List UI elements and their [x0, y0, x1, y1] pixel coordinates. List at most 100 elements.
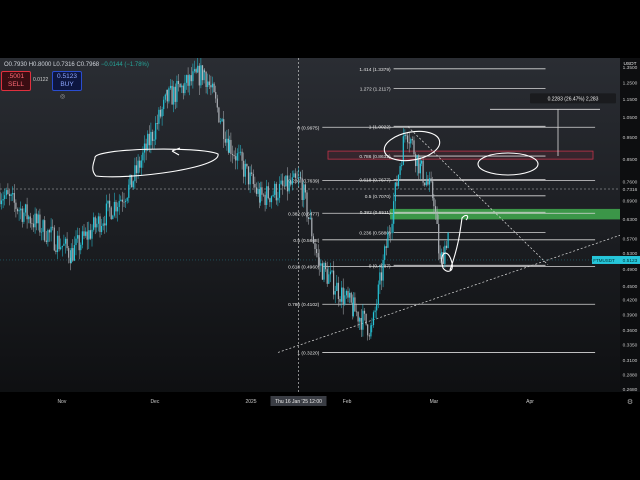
candle-body — [275, 183, 277, 201]
candle-body — [296, 177, 298, 179]
candle-body — [73, 245, 75, 261]
candle-body — [131, 174, 133, 188]
candle-body — [274, 183, 276, 195]
candle-body — [151, 131, 154, 141]
price-tick: 0.6300 — [623, 217, 638, 223]
last-price-value: 0.5123 — [623, 258, 638, 264]
candle-body — [125, 200, 127, 202]
candle-body — [94, 217, 96, 228]
price-axis — [620, 58, 640, 410]
candle-body — [270, 196, 273, 203]
settings-gear-icon[interactable]: ⚙ — [627, 398, 633, 406]
candle-body — [257, 189, 259, 194]
candle-body — [264, 194, 266, 205]
candle-body — [266, 186, 268, 205]
candle-body — [12, 193, 14, 195]
candle-body — [203, 70, 206, 72]
candle-body — [255, 187, 258, 194]
candle-body — [341, 287, 343, 302]
candle-body — [24, 204, 27, 213]
candle-body — [350, 292, 352, 303]
candle-body — [224, 139, 226, 143]
candle-body — [339, 299, 341, 302]
candle-body — [382, 259, 384, 281]
candle-body — [325, 262, 327, 270]
ohlc-legend: O0.7930 H0.8000 L0.7316 C0.7968 −0.0144 … — [4, 62, 149, 68]
fib-right-level-label: 0.618 (0.7677) — [359, 177, 391, 183]
candle-body — [198, 65, 200, 86]
candle-body — [410, 139, 412, 144]
candle-body — [123, 201, 125, 203]
candle-body — [159, 109, 162, 117]
candle-body — [221, 119, 223, 122]
candle-body — [282, 180, 284, 186]
candle-body — [158, 109, 160, 124]
candle-body — [298, 177, 300, 179]
last-price-symbol: FTMUSDT — [593, 258, 615, 263]
candle-body — [342, 287, 344, 305]
buy-button[interactable]: 0.5123 BUY — [52, 71, 82, 91]
fib-right-level-label: 1.272 (1.2117) — [360, 87, 391, 93]
price-tick: 0.6900 — [623, 199, 638, 205]
candle-body — [301, 178, 303, 201]
candle-body — [441, 252, 443, 260]
candle-body — [145, 143, 147, 151]
candle-body — [190, 75, 192, 82]
candle-body — [137, 160, 139, 174]
candle-body — [52, 226, 54, 228]
candle-body — [246, 163, 248, 167]
fib-right-level-label: 0.382 (0.6511) — [360, 210, 391, 216]
candle-body — [262, 194, 265, 196]
candle-body — [357, 311, 359, 322]
candle-body — [362, 310, 364, 330]
candle-body — [142, 152, 144, 161]
candle-body — [239, 151, 242, 153]
fib-right-level-label: 0.786 (0.8632) — [359, 154, 391, 160]
candle-body — [399, 166, 401, 175]
candle-body — [56, 235, 59, 253]
time-tick: Nov — [57, 399, 66, 405]
candle-body — [397, 174, 400, 186]
candle-body — [213, 83, 215, 93]
candle-body — [430, 178, 432, 182]
candle-body — [179, 84, 181, 88]
candle-body — [105, 203, 107, 226]
fib-left-level-label: 0.5 (0.5668) — [293, 238, 319, 244]
price-chart[interactable]: 0 (0.9975)0.236 (0.7639)0.382 (0.6477)0.… — [0, 58, 640, 410]
eye-icon[interactable]: ◎ — [60, 94, 66, 100]
price-tick: 0.4200 — [623, 298, 638, 304]
candle-body — [244, 163, 246, 177]
candle-body — [26, 204, 28, 220]
candle-body — [5, 190, 7, 196]
candle-body — [50, 226, 52, 233]
candle-body — [115, 201, 117, 212]
candle-body — [64, 238, 67, 244]
candle-body — [445, 245, 448, 249]
candle-body — [261, 187, 263, 195]
candle-body — [323, 262, 325, 280]
candle-body — [308, 217, 310, 219]
candle-body — [156, 123, 158, 124]
time-tick: Mar — [430, 399, 439, 405]
candle-body — [269, 198, 271, 203]
candle-body — [371, 325, 373, 326]
candle-body — [278, 183, 281, 198]
candle-body — [312, 236, 314, 244]
candle-body — [139, 160, 141, 168]
candle-body — [230, 139, 232, 155]
candle-body — [8, 194, 11, 197]
price-tick: 0.2680 — [623, 387, 638, 393]
sell-button[interactable]: .5001 SELL — [1, 71, 31, 91]
price-tick: 0.5700 — [623, 237, 638, 243]
price-tick: 0.3350 — [623, 343, 638, 349]
candle-body — [334, 290, 336, 295]
candle-body — [320, 263, 322, 266]
candle-body — [411, 139, 413, 141]
chart-area[interactable]: 0 (0.9975) 0.236 (0.7639) 0.382 (0.6477) 0.… — [0, 58, 640, 410]
candle-body — [80, 244, 82, 251]
candle-body — [207, 81, 209, 88]
candle-body — [31, 223, 33, 224]
candle-body — [200, 65, 202, 86]
candle-body — [439, 253, 441, 260]
candle-body — [259, 187, 261, 203]
